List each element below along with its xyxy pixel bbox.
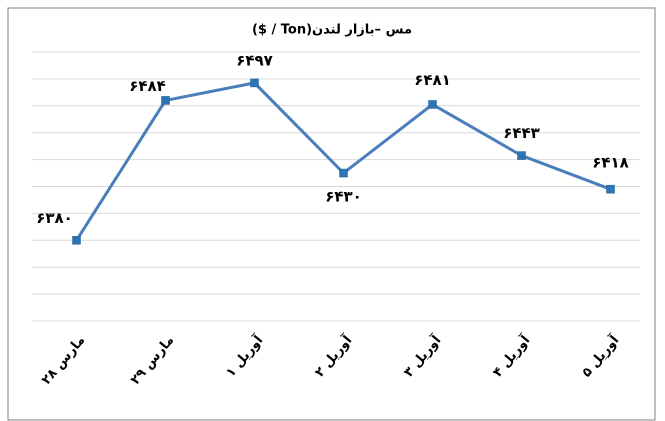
data-label: ۶۴۴۳ (503, 124, 540, 142)
marker (72, 236, 81, 245)
marker (339, 168, 348, 178)
marker (161, 96, 170, 105)
marker (250, 78, 259, 88)
marker (428, 100, 437, 109)
chart-title: مس –بازار لندن(Ton / $) (252, 23, 412, 38)
data-label: ۶۴۹۷ (236, 51, 273, 69)
data-label: ۶۴۸۴ (129, 77, 166, 95)
marker (606, 184, 615, 194)
marker (517, 151, 526, 160)
data-label: ۶۴۸۱ (414, 71, 451, 89)
data-label: ۶۴۳۰ (325, 188, 362, 206)
chart-border (7, 7, 656, 421)
data-label: ۶۴۱۸ (592, 154, 629, 172)
data-label: ۶۳۸۰ (36, 209, 73, 227)
